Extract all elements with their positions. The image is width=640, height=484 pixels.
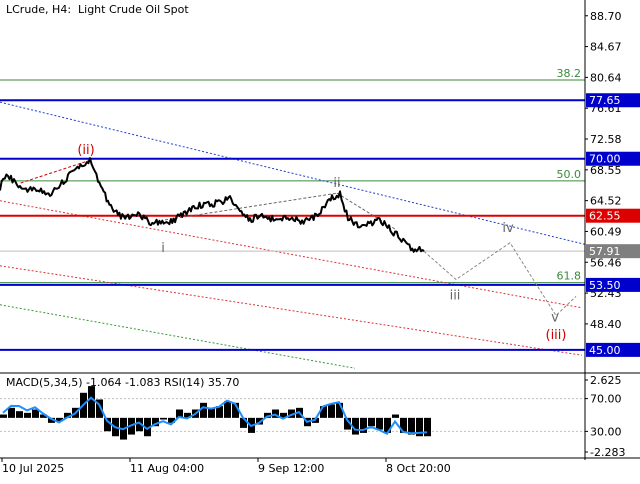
forecast-path: [423, 242, 577, 317]
macd-histogram-bar: [216, 406, 223, 418]
macd-histogram-bar: [40, 414, 47, 418]
macd-histogram-bar: [104, 417, 111, 432]
level-tag-bg: [586, 277, 640, 292]
indicator-title: MACD(5,34,5) -1.064 -1.083 RSI(14) 35.70: [6, 376, 240, 389]
macd-histogram-bar: [272, 409, 279, 418]
x-tick-label: 10 Jul 2025: [2, 462, 64, 475]
trendline: [0, 200, 583, 309]
macd-histogram-bar: [176, 409, 183, 418]
macd-histogram-bar: [240, 417, 247, 428]
macd-histogram-bar: [360, 417, 367, 433]
x-tick-label: 11 Aug 04:00: [130, 462, 204, 475]
fib-level-label: 50.0: [557, 168, 582, 181]
sub-y-tick-label: 30.00: [590, 425, 622, 438]
sub-y-tick-label: -2.283: [590, 446, 625, 459]
level-tag-bg: [586, 93, 640, 108]
wave-label: iii: [450, 288, 461, 303]
current-price-tag: 57.91: [589, 245, 621, 258]
level-tag: 62.55: [589, 210, 621, 223]
y-tick-label: 56.46: [590, 256, 622, 269]
macd-histogram-bar: [288, 409, 295, 418]
macd-histogram-bar: [24, 412, 31, 418]
fib-level-label: 61.8: [557, 270, 582, 283]
sub-y-tick-label: 2.625: [590, 374, 622, 387]
macd-histogram-bar: [416, 417, 423, 437]
wave-connector: [19, 159, 91, 184]
macd-histogram-bar: [352, 417, 359, 435]
macd-histogram-bar: [200, 402, 207, 418]
macd-histogram-bar: [136, 417, 143, 432]
macd-histogram-bar: [96, 399, 103, 418]
level-tag-bg: [586, 342, 640, 357]
macd-histogram-bar: [280, 412, 287, 418]
y-tick-label: 48.40: [590, 318, 622, 331]
y-tick-label: 84.67: [590, 41, 622, 54]
current-price-tag-bg: [586, 244, 640, 259]
macd-histogram-bar: [64, 412, 71, 418]
macd-histogram-bar: [424, 417, 431, 437]
macd-histogram-bar: [8, 407, 15, 418]
level-tag-bg: [586, 151, 640, 166]
macd-histogram-bar: [232, 402, 239, 418]
macd-histogram-bar: [264, 412, 271, 418]
level-tag: 70.00: [589, 153, 621, 166]
y-tick-label: 88.70: [590, 10, 622, 23]
y-tick-label: 64.52: [590, 195, 622, 208]
macd-histogram-bar: [400, 417, 407, 433]
macd-histogram-bar: [48, 417, 55, 423]
macd-histogram-bar: [328, 404, 335, 418]
y-tick-label: 72.58: [590, 133, 622, 146]
level-tag: 45.00: [589, 344, 621, 357]
chart-title: LCrude, H4: Light Crude Oil Spot: [6, 3, 189, 16]
macd-histogram-bar: [256, 417, 263, 425]
macd-histogram-bar: [152, 417, 159, 427]
x-tick-label: 9 Sep 12:00: [258, 462, 324, 475]
level-tag-bg: [586, 208, 640, 223]
macd-histogram-bar: [208, 407, 215, 418]
wave-connector: [164, 192, 338, 221]
sub-y-tick-label: 70.00: [590, 393, 622, 406]
fib-level-label: 38.2: [557, 67, 582, 80]
level-tag: 53.50: [589, 279, 621, 292]
x-tick-label: 8 Oct 20:00: [386, 462, 451, 475]
y-tick-label: 80.64: [590, 71, 622, 84]
macd-histogram-bar: [224, 401, 231, 418]
macd-histogram-bar: [168, 417, 175, 423]
price-series: [0, 157, 425, 253]
trendline: [0, 101, 586, 245]
macd-histogram-bar: [56, 417, 63, 422]
macd-histogram-bar: [88, 386, 95, 418]
wave-label: (iii): [546, 328, 567, 343]
y-tick-label: 68.55: [590, 164, 622, 177]
macd-histogram-bar: [160, 417, 167, 420]
macd-histogram-bar: [384, 417, 391, 433]
macd-histogram-bar: [392, 414, 399, 418]
level-tag: 77.65: [589, 94, 621, 107]
macd-signal-line: [2, 396, 428, 435]
wave-label: ii: [333, 176, 340, 191]
macd-histogram-bar: [0, 414, 7, 418]
macd-histogram-bar: [336, 402, 343, 418]
macd-histogram-bar: [408, 417, 415, 435]
macd-histogram-bar: [184, 412, 191, 418]
y-tick-label: 60.49: [590, 225, 622, 238]
macd-histogram-bar: [344, 417, 351, 430]
macd-histogram-bar: [32, 409, 39, 418]
wave-label: iv: [502, 221, 514, 236]
wave-label: i: [161, 241, 165, 256]
wave-label: v: [551, 311, 559, 326]
wave-label: (ii): [77, 143, 94, 158]
macd-histogram-bar: [368, 417, 375, 427]
macd-histogram-bar: [320, 406, 327, 418]
macd-histogram-bar: [376, 417, 383, 430]
macd-histogram-bar: [16, 411, 23, 418]
trendline: [0, 304, 356, 369]
macd-histogram-bar: [144, 417, 151, 437]
